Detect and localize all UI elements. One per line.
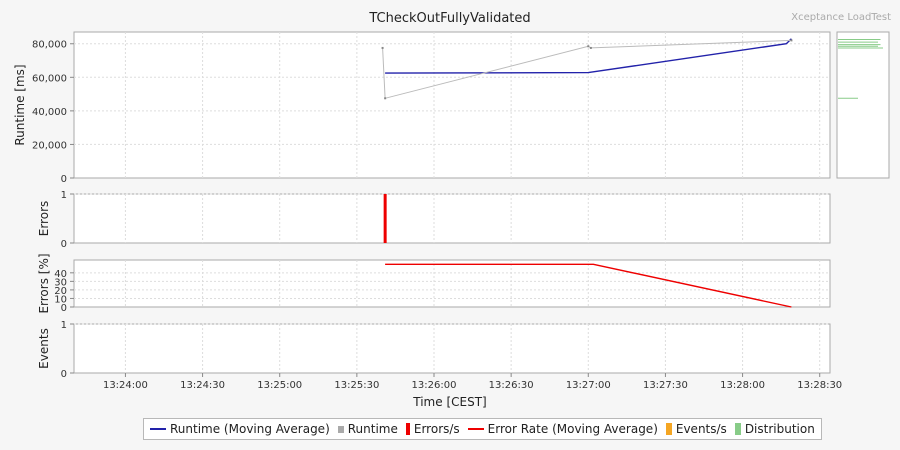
- legend-item: Runtime: [337, 422, 398, 436]
- legend-item: Distribution: [734, 422, 815, 436]
- x-tick-label: 13:27:00: [566, 380, 611, 391]
- legend-item: Errors/s: [405, 422, 460, 436]
- x-tick-label: 13:25:00: [257, 380, 302, 391]
- x-tick-label: 13:28:30: [797, 380, 842, 391]
- y-tick-label: 0: [61, 239, 67, 250]
- legend-swatch: [150, 428, 166, 430]
- x-tick-label: 13:26:30: [489, 380, 534, 391]
- x-tick-label: 13:25:30: [334, 380, 379, 391]
- panel-runtime: 0 20,000 40,000 60,000 80,000 Runtime [ms]: [13, 31, 890, 185]
- y-tick-label: 1: [61, 320, 67, 331]
- legend-swatch: [665, 423, 672, 435]
- runtime-point: [381, 46, 384, 49]
- legend-swatch: [405, 423, 410, 435]
- distribution-panel: [836, 31, 890, 179]
- legend-swatch: [337, 425, 344, 433]
- x-tick-label: 13:24:30: [180, 380, 225, 391]
- error-bar: [383, 194, 387, 243]
- y-tick-label: 0: [61, 303, 67, 314]
- series-error-rate-moving-average: [385, 263, 792, 308]
- legend-label: Runtime (Moving Average): [170, 422, 330, 436]
- x-axis: 13:24:00 13:24:30 13:25:00 13:25:30 13:26:00…: [103, 373, 842, 391]
- y-axis-label: Errors: [37, 201, 51, 237]
- x-tick-label: 13:27:30: [643, 380, 688, 391]
- chart-legend: Runtime (Moving Average) Runtime Errors/s E…: [143, 418, 822, 440]
- x-tick-label: 13:24:00: [103, 380, 148, 391]
- y-tick-label: 20,000: [32, 140, 67, 151]
- legend-swatch: [734, 423, 741, 435]
- legend-item: Runtime (Moving Average): [150, 422, 330, 436]
- plot-area: [73, 323, 831, 374]
- chart-title: TCheckOutFullyValidated: [368, 11, 530, 26]
- brand-label: Xceptance LoadTest: [791, 12, 891, 23]
- y-tick-label: 1: [61, 190, 67, 201]
- legend-label: Events/s: [675, 422, 727, 436]
- y-tick-label: 20: [54, 286, 67, 297]
- runtime-point: [790, 39, 793, 42]
- panel-events: 0 1 Events: [37, 320, 831, 380]
- y-tick-label: 30: [54, 277, 67, 288]
- y-tick-label: 0: [61, 369, 67, 380]
- y-axis-label: Errors [%]: [37, 253, 51, 313]
- legend-swatch: [467, 428, 484, 430]
- panel-errors: 0 1 Errors: [37, 190, 831, 250]
- runtime-point: [589, 46, 592, 49]
- y-axis-label: Runtime [ms]: [13, 64, 27, 145]
- distribution-area: [836, 31, 890, 179]
- x-axis-label: Time [CEST]: [412, 395, 486, 409]
- y-tick-label: 0: [61, 174, 67, 185]
- y-tick-label: 40: [54, 269, 67, 280]
- series-runtime-moving-average: [385, 38, 792, 74]
- y-tick-label: 80,000: [32, 40, 67, 51]
- y-tick-label: 10: [54, 294, 67, 305]
- legend-label: Distribution: [744, 422, 815, 436]
- plot-area: [73, 193, 831, 244]
- y-tick-label: 40,000: [32, 107, 67, 118]
- x-tick-label: 13:28:00: [720, 380, 765, 391]
- legend-item: Error Rate (Moving Average): [467, 422, 658, 436]
- y-axis-label: Events: [37, 328, 51, 369]
- runtime-point: [384, 97, 387, 100]
- plot-area: [73, 259, 831, 308]
- legend-label: Error Rate (Moving Average): [487, 422, 658, 436]
- legend-item: Events/s: [665, 422, 727, 436]
- legend-label: Runtime: [347, 422, 398, 436]
- x-tick-label: 13:26:00: [412, 380, 457, 391]
- legend-label: Errors/s: [413, 422, 460, 436]
- runtime-point: [587, 45, 590, 48]
- y-tick-label: 60,000: [32, 73, 67, 84]
